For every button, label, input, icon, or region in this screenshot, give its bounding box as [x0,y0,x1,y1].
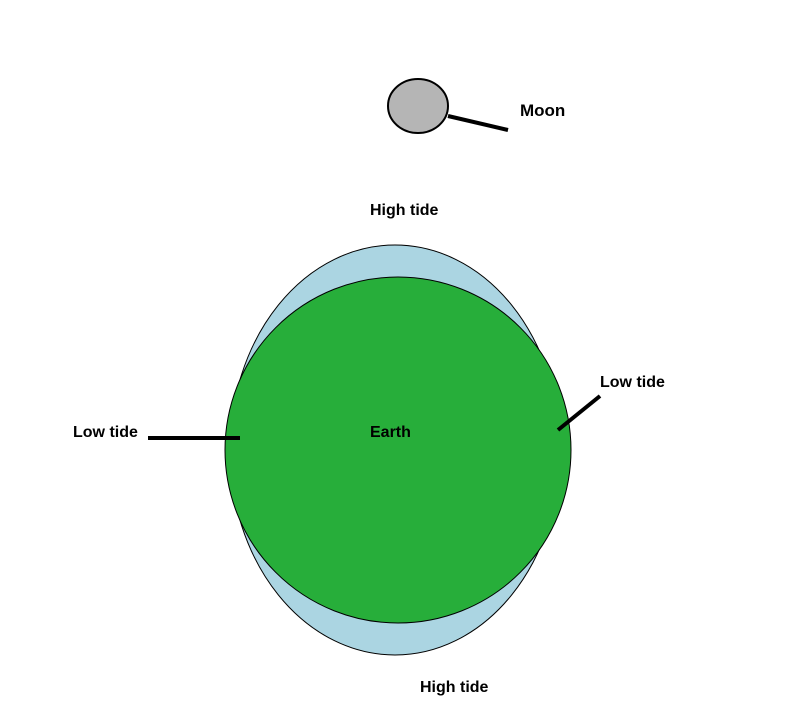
low-tide-left-label: Low tide [73,424,138,442]
low-tide-right-label: Low tide [600,374,665,392]
diagram-stage [0,0,804,724]
moon-shape [388,79,448,133]
moon-leader-line [448,116,508,130]
high-tide-bottom-label: High tide [420,679,488,697]
earth-shape [225,277,571,623]
earth-label: Earth [370,424,411,442]
moon-label: Moon [520,101,565,121]
high-tide-top-label: High tide [370,202,438,220]
